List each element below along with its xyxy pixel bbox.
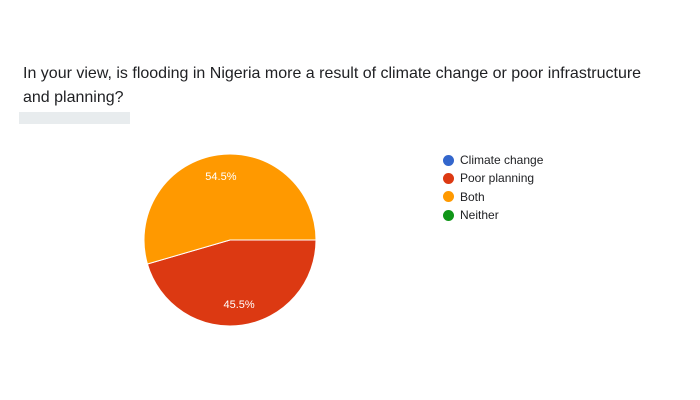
legend-label: Neither [460, 208, 499, 223]
question-title: In your view, is flooding in Nigeria mor… [23, 65, 642, 106]
legend-swatch [443, 209, 454, 221]
legend-item-poor-planning[interactable]: Poor planning [443, 169, 543, 187]
chart-legend: Climate change Poor planning Both Neither [443, 151, 543, 224]
legend-label: Both [460, 189, 485, 204]
response-count-placeholder [19, 112, 130, 124]
legend-label: Poor planning [460, 171, 535, 186]
pie-label-both: 54.5% [205, 171, 236, 183]
legend-swatch [443, 154, 454, 166]
legend-item-neither[interactable]: Neither [443, 206, 543, 224]
pie-slice-poor-planning [146, 239, 317, 327]
legend-label: Climate change [460, 153, 544, 168]
pie-label-poor-planning: 45.5% [223, 299, 254, 311]
legend-item-both[interactable]: Both [443, 188, 543, 206]
pie-slice-both [143, 153, 317, 265]
legend-item-climate-change[interactable]: Climate change [443, 151, 543, 169]
legend-swatch [443, 172, 454, 184]
legend-swatch [443, 191, 454, 203]
